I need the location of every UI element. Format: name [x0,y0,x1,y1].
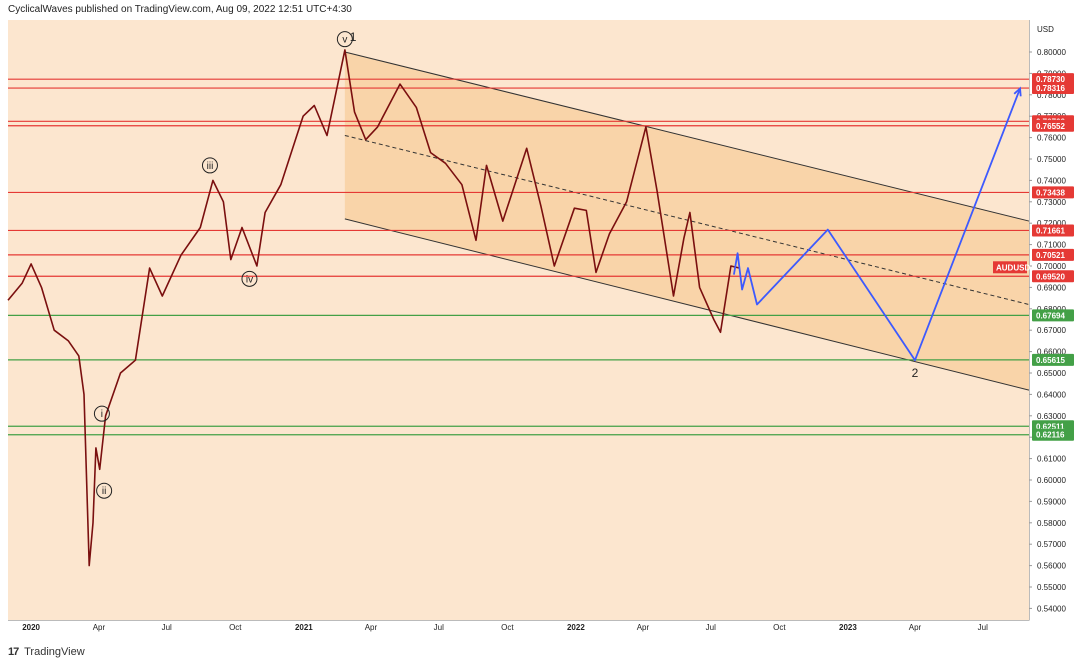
price-axis-label: 0.73000 [1037,198,1066,207]
wave-label: i [101,409,103,420]
symbol-tag-text: AUDUSD [996,263,1030,272]
price-axis-label: 0.71000 [1037,241,1066,250]
channel-lower-line [344,218,1030,391]
level-label-box [1032,309,1074,322]
price-axis-label: 0.74000 [1037,176,1066,185]
price-axis-label: 0.72000 [1037,219,1066,228]
level-label-box [1032,224,1074,237]
wave-label-circle [241,270,258,287]
level-label-text: 0.78730 [1036,75,1065,84]
level-label-box [1032,248,1074,261]
price-axis-label: 0.80000 [1037,48,1066,57]
level-label-box [1032,353,1074,366]
price-axis-label: 0.70000 [1037,262,1066,271]
time-axis-label: Apr [909,623,922,632]
price-series-group [7,49,740,567]
wave-label-circle [336,31,353,48]
level-label-text: 0.69520 [1036,272,1065,281]
time-axis-label: Oct [501,623,514,632]
level-label-text: 0.71661 [1036,226,1065,235]
price-axis-label: 0.69000 [1037,283,1066,292]
wave-label: 1 [350,30,357,44]
time-axis-label: 2020 [22,623,40,632]
level-labels-group: 0.787300.783160.767620.765520.734380.716… [993,73,1074,441]
wave-label: 2 [912,366,919,380]
wave-label: iii [207,161,214,172]
price-axis-currency: USD [1037,25,1054,34]
channel-midline [344,134,1030,306]
level-label-box [1032,270,1074,283]
wave-label-circle [93,405,110,422]
level-label-text: 0.70521 [1036,251,1065,260]
footer-brand-text: TradingView [24,646,85,658]
time-axis-label: Oct [229,623,242,632]
price-axis-label: 0.78000 [1037,91,1066,100]
price-axis-label: 0.54000 [1037,604,1066,613]
wave-label-circle [201,157,218,174]
level-label-text: 0.78316 [1036,84,1065,93]
projection-arrowhead [1013,86,1022,97]
price-axis-label: 0.67000 [1037,326,1066,335]
price-axis-label: 0.63000 [1037,412,1066,421]
level-label-box [1032,428,1074,441]
level-label-text: 0.73438 [1036,188,1065,197]
time-axis-label: 2022 [567,623,585,632]
channel-fill [344,52,1029,391]
price-axis-label: 0.66000 [1037,348,1066,357]
level-label-text: 0.62116 [1036,431,1065,440]
chart-attribution: CyclicalWaves published on TradingView.c… [8,4,352,15]
time-axis-label: Apr [93,623,106,632]
price-axis-label: 0.68000 [1037,305,1066,314]
level-label-box [1032,82,1074,95]
price-series-line [7,49,740,567]
projection-group [733,86,1022,362]
symbol-tag-box [993,261,1027,274]
level-label-text: 0.65615 [1036,356,1065,365]
time-axis-label: 2023 [839,623,857,632]
time-axis-label: Jul [706,623,716,632]
wave-label: iv [246,274,253,285]
level-label-text: 0.67694 [1036,311,1065,320]
level-label-text: 0.76552 [1036,122,1065,131]
price-axis-label: 0.76000 [1037,134,1066,143]
horizontal-levels-group [8,78,1029,436]
price-axis-label: 0.61000 [1037,455,1066,464]
level-label-box [1032,119,1074,132]
wave-label: v [342,35,347,46]
price-axis-label: 0.58000 [1037,519,1066,528]
wave-label: ii [102,486,106,497]
footer-branding: 17 TradingView [0,640,1080,664]
wave-label-circle [96,482,113,499]
price-axis-label: 0.59000 [1037,497,1066,506]
time-axis-label: Apr [365,623,378,632]
level-label-box [1032,186,1074,199]
projection-path [733,88,1021,362]
time-axis-label: Oct [773,623,786,632]
time-axis-label: 2021 [295,623,313,632]
price-axis-label: 0.60000 [1037,476,1066,485]
time-axis[interactable]: 2020 Apr Jul Oct 2021 Apr Jul Oct 2022 Apr Jul Oct 2… [22,623,988,632]
tradingview-logo-icon: 17 [8,646,19,658]
price-axis-label: 0.57000 [1037,540,1066,549]
price-axis-label: 0.56000 [1037,562,1066,571]
price-axis-label: 0.55000 [1037,583,1066,592]
level-label-text: 0.62511 [1036,422,1065,431]
time-axis-label: Jul [434,623,444,632]
price-axis-label: 0.65000 [1037,369,1066,378]
time-axis-label: Apr [637,623,650,632]
price-axis-label: 0.75000 [1037,155,1066,164]
price-axis-label: 0.64000 [1037,390,1066,399]
time-axis-label: Jul [162,623,172,632]
time-axis-label: Jul [978,623,988,632]
